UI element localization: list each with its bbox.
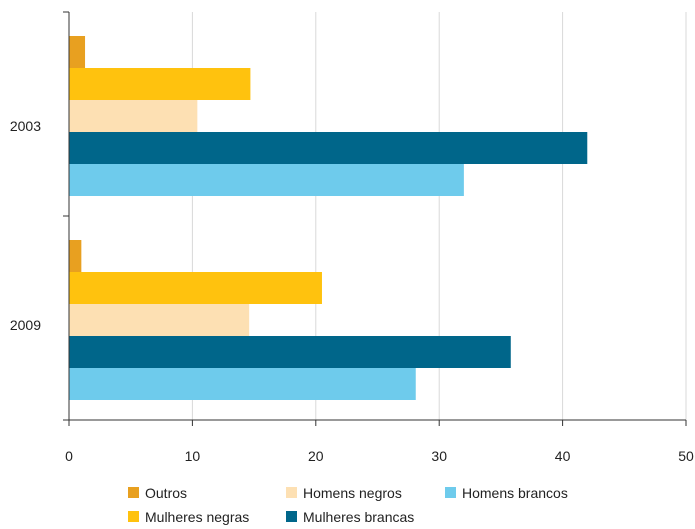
legend-label-outros: Outros bbox=[145, 485, 187, 501]
x-tick-label-20: 20 bbox=[308, 448, 324, 464]
bar-2009-mulheres-brancas bbox=[69, 336, 511, 368]
bar-2009-mulheres-negras bbox=[69, 272, 322, 304]
bar-2003-mulheres-negras bbox=[69, 68, 251, 100]
legend-label-mulheres-negras: Mulheres negras bbox=[145, 509, 249, 525]
x-tick-label-40: 40 bbox=[555, 448, 571, 464]
bar-2003-homens-negros bbox=[69, 100, 198, 132]
legend-item-outros: Outros bbox=[128, 485, 187, 501]
bars bbox=[69, 36, 588, 400]
legend-label-homens-negros: Homens negros bbox=[303, 485, 402, 501]
x-tick-label-50: 50 bbox=[678, 448, 694, 464]
legend: Outros Homens negros Homens brancos Mulh… bbox=[128, 485, 568, 525]
x-tick-labels: 0 10 20 30 40 50 bbox=[65, 420, 694, 464]
legend-swatch-homens-brancos bbox=[445, 487, 456, 498]
bar-2009-outros bbox=[69, 240, 82, 272]
legend-item-homens-brancos: Homens brancos bbox=[445, 485, 568, 501]
bar-2003-outros bbox=[69, 36, 86, 68]
legend-item-mulheres-brancas: Mulheres brancas bbox=[286, 509, 414, 525]
legend-swatch-homens-negros bbox=[286, 487, 297, 498]
legend-item-mulheres-negras: Mulheres negras bbox=[128, 509, 249, 525]
x-tick-label-10: 10 bbox=[185, 448, 201, 464]
bar-2009-homens-negros bbox=[69, 304, 250, 336]
legend-label-homens-brancos: Homens brancos bbox=[462, 485, 568, 501]
legend-swatch-mulheres-negras bbox=[128, 511, 139, 522]
legend-swatch-outros bbox=[128, 487, 139, 498]
x-tick-label-0: 0 bbox=[65, 448, 73, 464]
bar-2003-mulheres-brancas bbox=[69, 132, 588, 164]
bar-2009-homens-brancos bbox=[69, 368, 416, 400]
legend-item-homens-negros: Homens negros bbox=[286, 485, 402, 501]
legend-swatch-mulheres-brancas bbox=[286, 511, 297, 522]
category-labels: 2003 2009 bbox=[10, 118, 41, 333]
category-label-2009: 2009 bbox=[10, 317, 41, 333]
axes bbox=[63, 11, 686, 421]
x-tick-label-30: 30 bbox=[431, 448, 447, 464]
category-label-2003: 2003 bbox=[10, 118, 41, 134]
bar-2003-homens-brancos bbox=[69, 164, 464, 196]
legend-label-mulheres-brancas: Mulheres brancas bbox=[303, 509, 414, 525]
